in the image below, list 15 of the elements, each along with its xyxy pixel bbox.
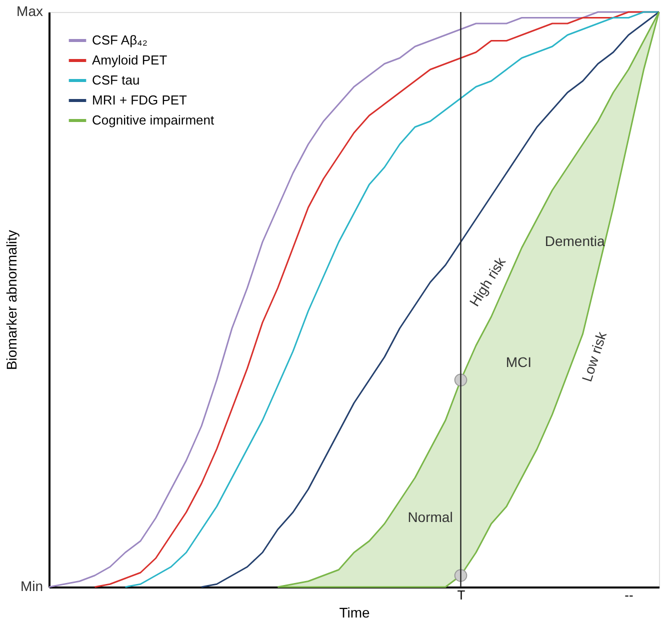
text: Min — [20, 578, 43, 594]
legend-label: MRI + FDG PET — [92, 92, 188, 108]
legend-label: CSF tau — [92, 72, 140, 88]
x-axis-title: Time — [339, 604, 370, 620]
y-axis-title: Biomarker abnormality — [4, 230, 20, 370]
x-tick-label: T — [457, 588, 466, 602]
text: Max — [16, 3, 43, 19]
legend-label: Amyloid PET — [92, 52, 168, 68]
x-tick-label: -- — [624, 588, 634, 602]
annotation: Normal — [408, 509, 453, 525]
annotation: MCI — [506, 354, 532, 370]
legend-label: CSF Aβ₄₂ — [92, 32, 148, 48]
annotation: Dementia — [544, 233, 605, 249]
legend-label: Cognitive impairment — [92, 112, 214, 128]
annotation: Low risk — [578, 328, 610, 384]
